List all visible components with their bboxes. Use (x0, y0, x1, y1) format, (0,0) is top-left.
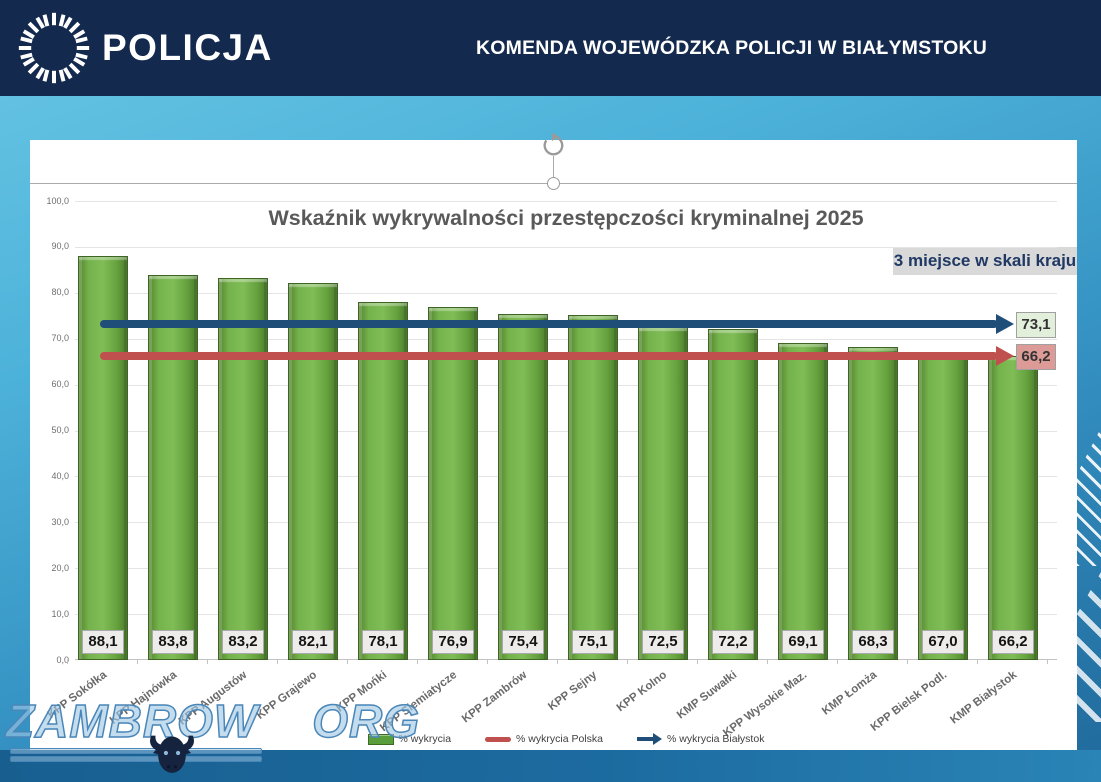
bar-value-label: 72,2 (712, 629, 754, 654)
y-gridline (75, 568, 1057, 570)
bar: 75,4 (498, 313, 548, 660)
x-axis-tick (67, 660, 68, 664)
bar: 72,5 (638, 327, 688, 660)
bar: 75,1 (568, 315, 618, 660)
y-gridline (75, 522, 1057, 524)
legend-bar-swatch-icon (367, 733, 394, 745)
bar: 69,1 (778, 342, 828, 660)
y-axis-tick-label: 40,0 (51, 470, 69, 481)
x-axis-tick (767, 660, 768, 664)
rotate-handle-icon[interactable] (540, 132, 567, 159)
bar-value-label: 69,1 (782, 629, 824, 654)
y-gridline (75, 201, 1057, 202)
watermark-text-left: ZAMBROW (5, 695, 259, 747)
bar: 83,2 (218, 278, 268, 660)
bar-value-label: 88,1 (82, 629, 124, 654)
y-gridline (75, 292, 1057, 294)
reference-line-bialystok (100, 320, 998, 329)
watermark-underline (10, 756, 262, 762)
x-axis-tick (837, 660, 838, 664)
reference-line-arrowhead (996, 346, 1014, 367)
legend-line-swatch-icon (485, 736, 512, 742)
x-axis-tick (627, 660, 628, 664)
bar-value-label: 75,1 (572, 629, 614, 654)
reference-line-arrowhead (996, 314, 1014, 335)
x-axis-tick (557, 660, 558, 664)
bar-value-label: 66,2 (992, 629, 1034, 654)
header: POLICJA KOMENDA WOJEWÓDZKA POLICJI W BIA… (0, 0, 1101, 96)
x-axis-tick (277, 660, 278, 664)
bar: 88,1 (78, 255, 128, 660)
bar-value-label: 68,3 (852, 629, 894, 654)
bison-icon (149, 735, 195, 773)
chart-title: Wskaźnik wykrywalności przestępczości kr… (268, 206, 864, 230)
bar-value-label: 75,4 (502, 629, 544, 654)
x-axis-tick (697, 660, 698, 664)
bar: 67,0 (918, 352, 968, 660)
bar-value-label: 82,1 (292, 629, 334, 654)
y-gridline (75, 384, 1057, 386)
slide-canvas: Wskaźnik wykrywalności przestępczości kr… (30, 132, 1077, 750)
y-axis-tick-label: 60,0 (51, 379, 69, 390)
x-axis-tick (417, 660, 418, 664)
legend-item: % wykrycia Białystok (637, 733, 764, 745)
bar: 72,2 (708, 328, 758, 660)
bar-value-label: 76,9 (432, 629, 474, 654)
y-gridline (75, 430, 1057, 432)
reference-line-value-label: 66,2 (1016, 344, 1056, 371)
policja-star-logo-icon (16, 10, 92, 86)
watermark-text: ZAMBROW ORG (5, 695, 420, 747)
y-axis-tick-label: 100,0 (46, 195, 69, 206)
y-axis-tick-label: 70,0 (51, 333, 69, 344)
y-gridline (75, 476, 1057, 478)
bar-chart-plot-area: 0,0 10,0 20,0 30,0 40,0 50,0 60,0 70,0 80,0 90,0 1… (45, 196, 1057, 745)
legend-label: % wykrycia Białystok (667, 733, 765, 745)
legend-label: % wykrycia Polska (516, 733, 603, 745)
x-axis-tick (207, 660, 208, 664)
y-gridline (75, 338, 1057, 340)
legend-label: % wykrycia (398, 733, 452, 745)
bar: 78,1 (358, 301, 408, 660)
x-axis-tick (907, 660, 908, 664)
bar: 76,9 (428, 307, 478, 660)
rotate-handle-stem (553, 156, 554, 180)
y-gridline (75, 614, 1057, 616)
y-axis-tick-label: 10,0 (51, 608, 69, 619)
y-axis-tick-label: 20,0 (51, 562, 69, 573)
reference-line-value-label: 73,1 (1016, 312, 1056, 339)
rank-badge: 3 miejsce w skali kraju (893, 247, 1077, 275)
bar-value-label: 72,5 (642, 629, 684, 654)
bar-value-label: 83,2 (222, 629, 264, 654)
y-axis-tick-label: 80,0 (51, 287, 69, 298)
legend-arrow-swatch-icon (637, 733, 662, 745)
brand-wordmark: POLICJA (102, 27, 273, 68)
y-axis-tick-label: 90,0 (51, 241, 69, 252)
x-axis-tick (487, 660, 488, 664)
watermark-text-right: ORG (312, 695, 421, 747)
y-axis-tick-label: 30,0 (51, 516, 69, 527)
x-axis-tick (137, 660, 138, 664)
bar: 82,1 (288, 283, 338, 660)
x-axis-tick (347, 660, 348, 664)
selection-handle[interactable] (547, 177, 560, 190)
page-title: KOMENDA WOJEWÓDZKA POLICJI W BIAŁYMSTOKU (475, 36, 988, 59)
watermark-underline (10, 748, 262, 754)
x-axis-tick (1047, 660, 1048, 664)
bar-value-label: 83,8 (152, 629, 194, 654)
bar: 83,8 (148, 275, 198, 660)
y-axis-tick-label: 0,0 (56, 654, 69, 665)
legend-item: % wykrycia Polska (485, 733, 603, 745)
zambrow-org-watermark: ZAMBROW ORG (5, 695, 420, 773)
bar-value-label: 67,0 (922, 629, 964, 654)
x-axis-line (75, 659, 1057, 660)
y-gridline (75, 246, 1057, 248)
x-axis-tick (977, 660, 978, 664)
reference-line-polska (100, 352, 998, 361)
y-axis-tick-label: 50,0 (51, 425, 69, 435)
bar-value-label: 78,1 (362, 629, 404, 654)
bar: 66,2 (988, 356, 1038, 660)
bar: 68,3 (848, 346, 898, 660)
legend-item: % wykrycia (367, 733, 452, 745)
chart-legend: % wykrycia % wykrycia Polska % wykrycia Bi… (75, 733, 1057, 745)
